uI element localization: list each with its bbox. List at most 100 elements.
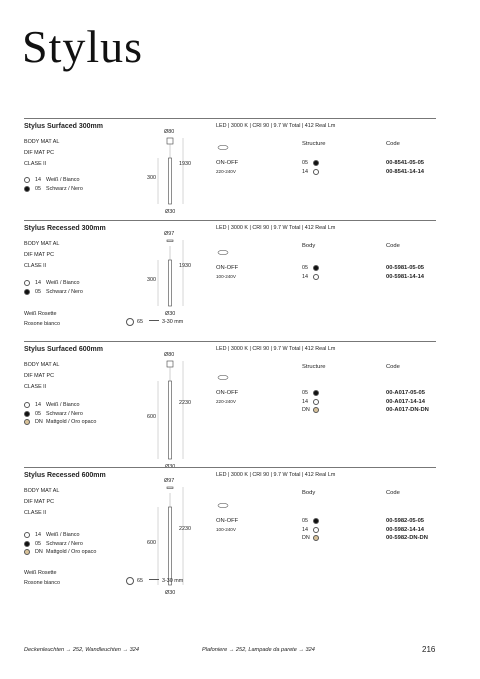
lamp-icon <box>217 144 229 151</box>
dim-length: 1930 <box>179 263 191 269</box>
lamp-body <box>168 157 172 205</box>
material: BODY MAT AL <box>24 362 60 368</box>
swatch <box>24 185 30 192</box>
code-label: Code <box>386 141 400 147</box>
finish-name: Weiß / Bianco <box>46 177 80 183</box>
variant-code: 00-5981-14-14 <box>386 273 425 280</box>
voltage: 220-240V <box>216 169 236 174</box>
section-title: Stylus Recessed 600mm <box>24 472 106 479</box>
finish-name: Schwarz / Nero <box>46 410 83 417</box>
finish-code: 14 <box>35 402 41 408</box>
variant-swatch <box>313 160 319 166</box>
variant-finish: 14 <box>302 526 308 533</box>
finish-code: DN <box>35 549 43 555</box>
variant-code: 00-8541-14-14 <box>386 168 425 175</box>
footer-middle: Plafoniere → 252, Lampade da parete → 32… <box>202 647 315 653</box>
rosette-icon <box>126 318 134 326</box>
rosette-diameter: 65 <box>137 578 143 584</box>
dim-length: 2230 <box>179 400 191 406</box>
page-title: Stylus <box>22 21 144 72</box>
dim-height: 600 <box>147 540 156 546</box>
finish-name: Schwarz / Nero <box>46 288 83 295</box>
lamp-body <box>168 506 172 586</box>
voltage: 100-240V <box>216 274 236 279</box>
canopy <box>166 360 174 368</box>
variant-code: 00-5982-05-05 <box>386 518 425 524</box>
finish-code: 05 <box>35 288 41 295</box>
rosette-diameter: 65 <box>137 319 143 325</box>
specs: LED | 3000 K | CRI 90 | 9.7 W Total | 41… <box>216 123 336 129</box>
code-label: Code <box>386 490 400 496</box>
product-drawing <box>157 137 184 205</box>
finish-name: Weiß / Bianco <box>46 280 80 286</box>
dim-height: 300 <box>147 277 156 283</box>
rosette-thickness: 3-30 mm <box>162 578 184 584</box>
finish-name: Mattgold / Oro opaco <box>46 549 97 555</box>
variant-code: 00-5981-05-05 <box>386 265 425 271</box>
lamp-body <box>168 259 172 307</box>
variant-swatch <box>313 535 319 541</box>
column-label: Structure <box>302 364 326 370</box>
rosette-icon <box>126 577 134 585</box>
column-label: Body <box>302 243 316 249</box>
material: DIF MAT PC <box>24 252 55 258</box>
section-rule <box>24 467 436 468</box>
variant-swatch <box>313 407 319 413</box>
finish-code: 14 <box>35 532 41 538</box>
material: CLASE II <box>24 510 47 516</box>
variant-code: 00-5982-DN-DN <box>386 535 428 541</box>
specs: LED | 3000 K | CRI 90 | 9.7 W Total | 41… <box>216 346 336 352</box>
dim-top: Ø80 <box>164 129 175 135</box>
variant-code: 00-8541-05-05 <box>386 160 425 166</box>
finish-name: Weiß / Bianco <box>46 532 80 538</box>
lamp-icon <box>217 374 229 381</box>
finish-name: Schwarz / Nero <box>46 185 83 192</box>
specs: LED | 3000 K | CRI 90 | 9.7 W Total | 41… <box>216 225 336 231</box>
material: BODY MAT AL <box>24 241 60 247</box>
page-number: 216 <box>422 645 436 654</box>
variant-swatch <box>313 526 319 533</box>
section-title: Stylus Recessed 300mm <box>24 225 106 232</box>
icon-shape <box>217 374 229 381</box>
swatch <box>24 402 30 408</box>
rosette-arrow <box>149 579 159 580</box>
dim-bottom: Ø30 <box>165 590 176 596</box>
section-title: Stylus Surfaced 600mm <box>24 346 103 353</box>
lamp-icon <box>217 502 229 509</box>
variant-swatch <box>313 390 319 396</box>
section-rule <box>24 341 436 342</box>
section-rule <box>24 118 436 119</box>
canopy <box>166 137 174 145</box>
material: CLASE II <box>24 384 47 390</box>
variant-swatch <box>313 265 319 271</box>
variant-finish: 05 <box>302 518 308 524</box>
switch: ON-OFF <box>216 390 239 396</box>
variant-finish: 14 <box>302 273 308 280</box>
footer-left: Deckenleuchten → 252, Wandleuchten → 324 <box>24 647 139 653</box>
variant-finish: DN <box>302 407 310 413</box>
product-drawing <box>157 486 184 586</box>
icon-shape <box>217 144 229 151</box>
rosette-text: Rosone bianco <box>24 579 60 586</box>
voltage: 100-240V <box>216 527 236 532</box>
finish-code: 05 <box>35 410 41 417</box>
code-label: Code <box>386 364 400 370</box>
dim-bottom: Ø30 <box>165 311 176 317</box>
variant-code: 00-5982-14-14 <box>386 526 425 533</box>
canopy <box>166 486 174 489</box>
dim-bottom: Ø30 <box>165 209 176 215</box>
rosette-text: Rosone bianco <box>24 320 60 327</box>
section-title: Stylus Surfaced 300mm <box>24 123 103 130</box>
voltage: 220-240V <box>216 399 236 404</box>
finish-code: 14 <box>35 280 41 286</box>
variant-code: 00-A017-DN-DN <box>386 407 429 413</box>
switch: ON-OFF <box>216 265 239 271</box>
section-rule <box>24 220 436 221</box>
variant-swatch <box>313 273 319 280</box>
variant-swatch <box>313 168 319 175</box>
variant-finish: DN <box>302 535 310 541</box>
dim-top: Ø97 <box>164 231 175 237</box>
swatch <box>24 177 30 183</box>
finish-name: Weiß / Bianco <box>46 402 80 408</box>
